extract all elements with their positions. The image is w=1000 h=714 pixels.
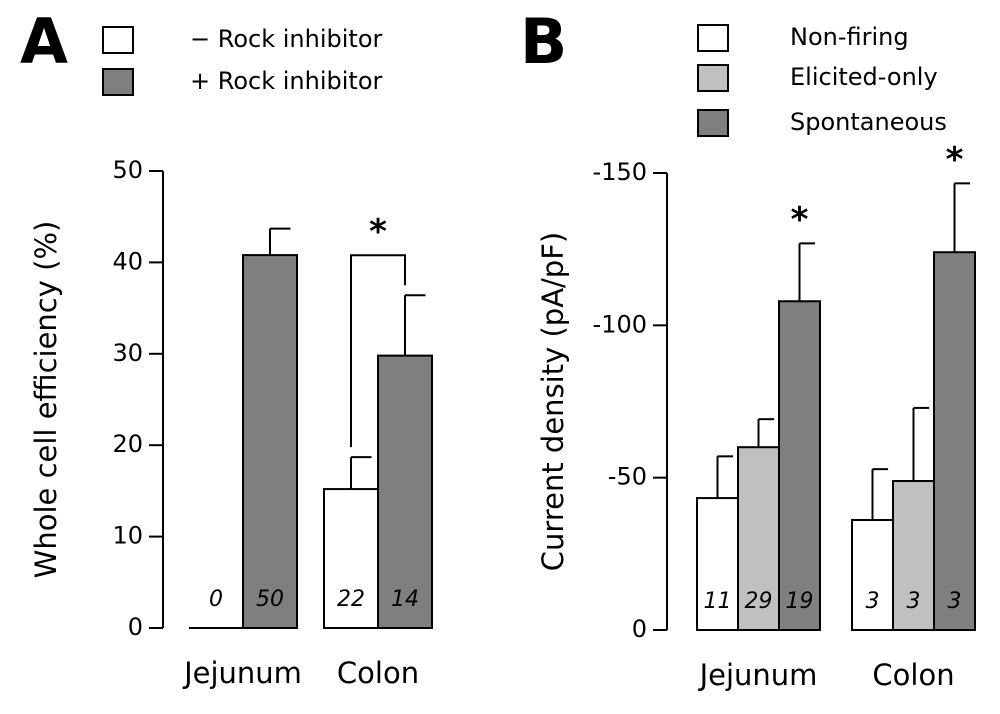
x-tick-label: Colon: [872, 658, 954, 692]
legend-label: Elicited-only: [790, 63, 938, 91]
y-tick-label: -100: [593, 310, 647, 338]
bar: [778, 300, 821, 631]
count-label: 11: [704, 589, 732, 614]
y-tick-label: 50: [112, 156, 143, 184]
x-tick-label: Colon: [337, 656, 419, 690]
legend-label: − Rock inhibitor: [190, 25, 382, 53]
legend-swatch: [697, 24, 729, 52]
legend-swatch: [697, 64, 729, 92]
y-tick-label: 0: [128, 613, 143, 641]
count-label: 14: [391, 587, 419, 612]
significance-star: *: [791, 200, 809, 240]
count-label: 22: [337, 587, 365, 612]
legend-label: Spontaneous: [790, 108, 947, 136]
count-label: 29: [745, 589, 773, 614]
y-tick-label: 0: [632, 615, 647, 643]
panel-label: B: [520, 5, 567, 78]
y-tick-label: 20: [112, 430, 143, 458]
y-tick-label: 10: [112, 522, 143, 550]
significance-star: *: [946, 140, 964, 180]
significance-star: *: [369, 212, 387, 252]
legend-swatch: [697, 109, 729, 137]
bar: [892, 480, 935, 631]
x-tick-label: Jejunum: [182, 656, 302, 690]
x-tick-label: Jejunum: [698, 658, 818, 692]
count-label: 50: [256, 587, 284, 612]
significance-bracket: [350, 254, 406, 448]
count-label: 3: [907, 589, 921, 614]
legend-swatch: [102, 26, 134, 54]
legend-swatch: [102, 68, 134, 96]
count-label: 3: [948, 589, 962, 614]
bar: [696, 497, 739, 632]
count-label: 3: [866, 589, 880, 614]
bar: [933, 251, 976, 631]
y-tick-label: 40: [112, 247, 143, 275]
bar: [242, 254, 298, 629]
y-tick-label: -150: [593, 158, 647, 186]
legend-label: + Rock inhibitor: [190, 67, 382, 95]
count-label: 19: [786, 589, 814, 614]
y-axis-label: Whole cell efficiency (%): [29, 221, 63, 579]
bar: [323, 488, 379, 629]
legend-label: Non-firing: [790, 23, 909, 51]
count-label: 0: [209, 587, 223, 612]
panel-label: A: [20, 5, 68, 78]
y-tick-label: -50: [608, 463, 647, 491]
y-axis-label: Current density (pA/pF): [536, 232, 570, 571]
y-tick-label: 30: [112, 339, 143, 367]
